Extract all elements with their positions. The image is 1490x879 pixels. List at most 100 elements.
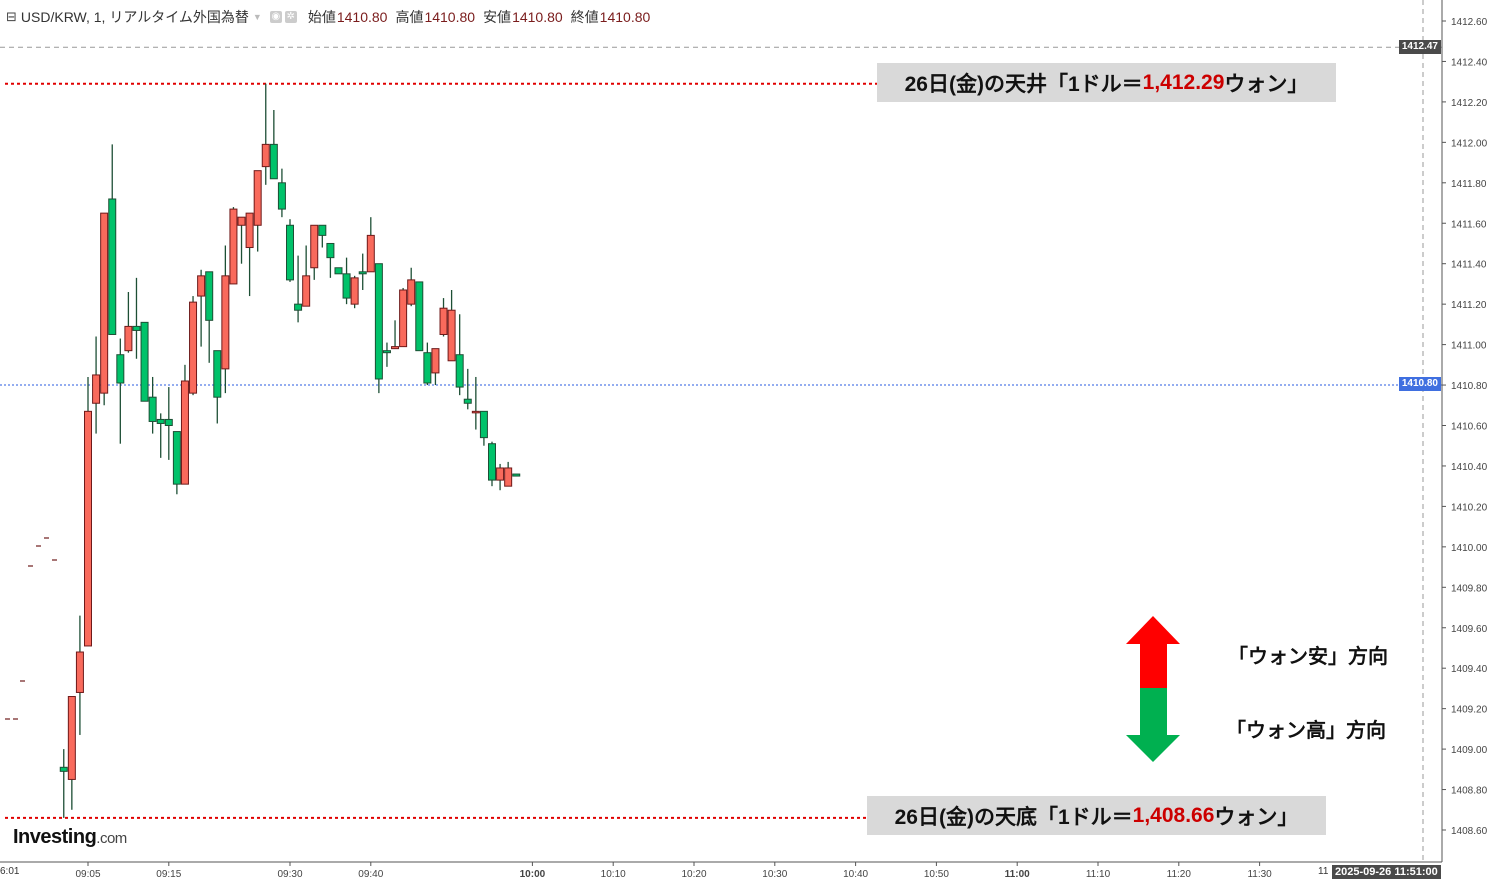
collapse-icon[interactable]: ⊟ — [6, 9, 17, 24]
y-tick-label: 1411.80 — [1451, 179, 1487, 190]
candle-up — [350, 277, 359, 305]
x-tick-label: 10:50 — [924, 869, 949, 879]
cut-time-label-right: 11 — [1318, 866, 1329, 877]
x-tick-label: 11:00 — [1005, 869, 1030, 879]
candle-down — [358, 271, 367, 275]
candle-down — [423, 352, 432, 384]
x-tick-label: 11:30 — [1247, 869, 1272, 879]
candle-up — [302, 275, 311, 307]
low-annotation: 26日(金)の天底「1ドル＝ 1,408.66 ウォン」 — [867, 796, 1326, 835]
candle-up — [504, 467, 513, 487]
candle-up — [366, 234, 375, 273]
eye-icon[interactable]: ◉ — [269, 11, 282, 23]
open-value: 1410.80 — [336, 9, 388, 25]
close-value: 1410.80 — [599, 9, 651, 25]
candle-down — [512, 473, 521, 477]
candle-up — [100, 212, 109, 394]
y-tick-label: 1408.60 — [1451, 826, 1488, 837]
high-annotation: 26日(金)の天井「1ドル＝ 1,412.29 ウォン」 — [877, 63, 1336, 102]
candle-down — [148, 396, 157, 422]
candle-up — [310, 224, 319, 269]
weak-won-direction-label: 「ウォン安」方向 — [1228, 646, 1388, 668]
x-tick-label: 10:20 — [681, 869, 706, 879]
low-annotation-value: 1,408.66 — [1132, 803, 1215, 827]
candle-down — [108, 198, 117, 335]
candle-up — [439, 307, 448, 335]
candle-up — [180, 380, 189, 485]
y-tick-label: 1411.20 — [1451, 300, 1487, 311]
candle-down — [294, 303, 303, 311]
y-tick-label: 1411.60 — [1451, 219, 1487, 230]
x-tick-label: 09:05 — [75, 869, 100, 879]
candle-up — [471, 410, 480, 414]
y-tick-label: 1408.80 — [1451, 786, 1488, 797]
arrow-down-icon — [1126, 688, 1180, 762]
y-tick-label: 1412.60 — [1451, 17, 1488, 28]
y-tick-label: 1409.40 — [1451, 664, 1488, 675]
candle-down — [205, 271, 214, 321]
x-tick-label: 10:00 — [520, 869, 546, 879]
crosshair-time-label: 2025-09-26 11:51:00 — [1332, 865, 1441, 879]
y-tick-label: 1409.60 — [1451, 624, 1488, 635]
x-tick-label: 11:20 — [1167, 869, 1192, 879]
strong-won-direction-label: 「ウォン高」方向 — [1226, 720, 1386, 742]
candle-up — [245, 212, 254, 249]
symbol-title[interactable]: USD/KRW, 1, リアルタイム外国為替 — [20, 9, 249, 25]
high-value: 1410.80 — [424, 9, 476, 25]
candle-down — [59, 766, 68, 772]
candle-up — [447, 309, 456, 362]
arrow-up-icon — [1126, 616, 1180, 688]
chart-legend: ⊟ USD/KRW, 1, リアルタイム外国為替 ▼ ◉ ✲ 始値 1410.80… — [6, 7, 650, 27]
x-tick-label: 10:40 — [843, 869, 868, 879]
candle-down — [277, 182, 286, 210]
high-annotation-suffix: ウォン」 — [1224, 72, 1309, 96]
candle-down — [382, 350, 391, 354]
x-tick-label: 09:15 — [156, 869, 181, 879]
candle-down — [172, 431, 181, 485]
crosshair-price-label: 1412.47 — [1398, 40, 1441, 54]
gear-icon[interactable]: ✲ — [284, 11, 297, 23]
chevron-down-icon[interactable]: ▼ — [252, 12, 262, 22]
y-tick-label: 1411.00 — [1451, 341, 1487, 352]
logo-brand: Investing — [13, 826, 97, 848]
logo-suffix: .com — [96, 830, 127, 847]
x-tick-label: 10:30 — [762, 869, 787, 879]
y-tick-label: 1410.60 — [1451, 422, 1488, 433]
candle-up — [399, 289, 408, 348]
y-tick-label: 1412.20 — [1451, 98, 1488, 109]
candle-down — [455, 354, 464, 388]
y-tick-label: 1410.40 — [1451, 462, 1488, 473]
candle-up — [197, 275, 206, 297]
y-tick-label: 1410.20 — [1451, 502, 1488, 513]
candle-down — [415, 281, 424, 352]
investing-logo: Investing.com — [13, 826, 127, 849]
candle-up — [261, 143, 270, 168]
candle-up — [431, 348, 440, 374]
x-tick-label: 11:10 — [1086, 869, 1111, 879]
last-price-label: 1410.80 — [1398, 377, 1441, 391]
high-annotation-prefix: 26日(金)の天井「1ドル＝ — [904, 72, 1143, 96]
low-annotation-prefix: 26日(金)の天底「1ドル＝ — [894, 805, 1133, 829]
candle-down — [326, 242, 335, 259]
candle-up — [496, 467, 505, 481]
cut-time-label-left: 6:01 — [0, 866, 20, 877]
candle-down — [164, 418, 173, 426]
candle-down — [213, 350, 222, 398]
direction-arrow-icon — [1126, 616, 1180, 762]
low-value: 1410.80 — [512, 9, 563, 25]
candle-down — [374, 263, 383, 380]
y-tick-label: 1412.40 — [1451, 57, 1488, 68]
candle-up — [229, 208, 238, 285]
candle-up — [221, 275, 230, 370]
open-label: 始値 — [307, 9, 336, 25]
candle-down — [269, 143, 278, 180]
high-annotation-value: 1,412.29 — [1142, 70, 1225, 94]
candle-down — [318, 224, 327, 236]
y-tick-label: 1409.00 — [1451, 745, 1488, 756]
x-tick-label: 10:10 — [601, 869, 626, 879]
y-tick-label: 1410.00 — [1451, 543, 1488, 554]
y-tick-label: 1409.20 — [1451, 705, 1488, 716]
candle-up — [237, 216, 246, 226]
y-tick-label: 1410.80 — [1451, 381, 1488, 392]
